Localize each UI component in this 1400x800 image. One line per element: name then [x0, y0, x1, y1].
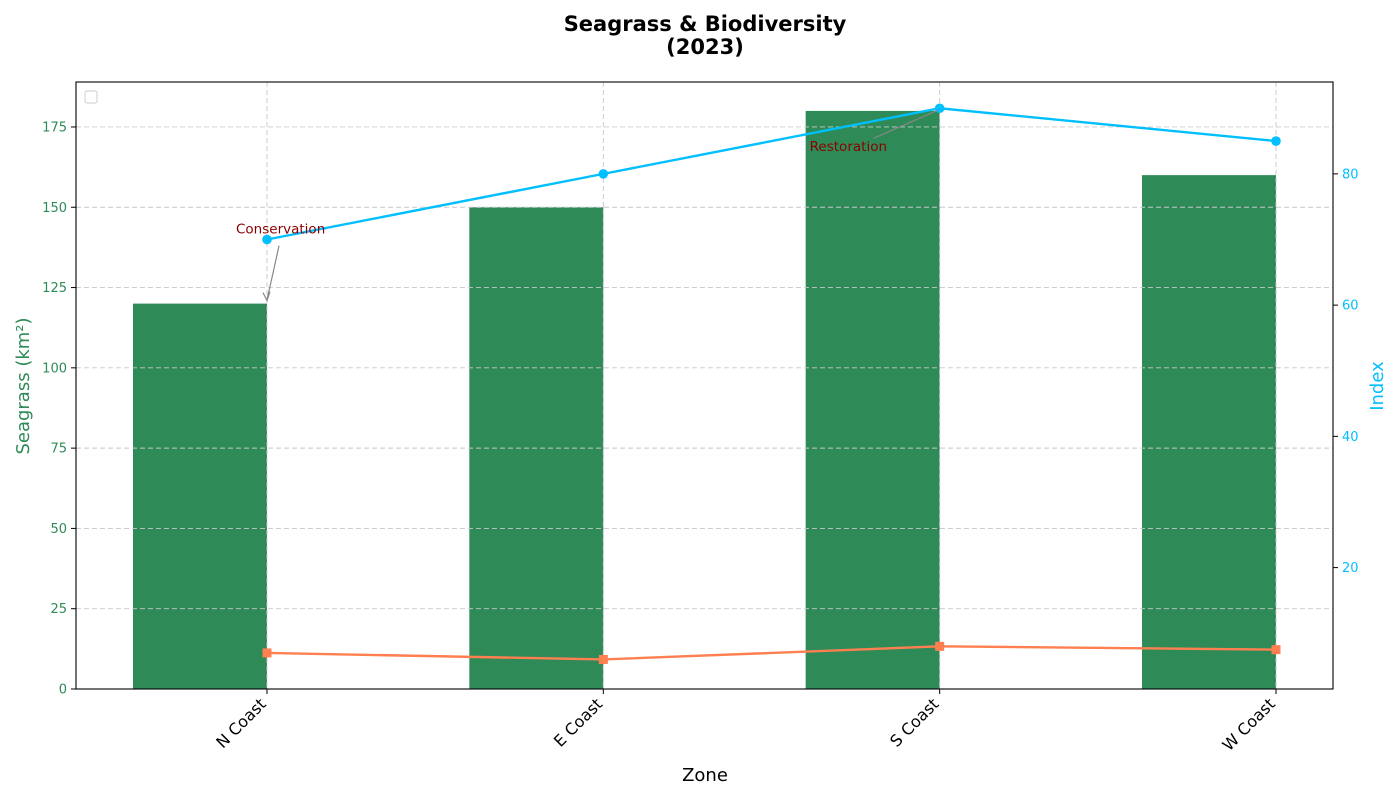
point-1-s-coast — [934, 103, 945, 114]
y-axis-label-left: Seagrass (km²) — [13, 317, 34, 454]
x-axis-label: Zone — [682, 765, 728, 786]
tick-label-left: 175 — [42, 120, 67, 135]
point-2-s-coast — [935, 641, 945, 651]
point-2-n-coast — [262, 648, 272, 658]
point-2-e-coast — [598, 654, 608, 664]
point-2-w-coast — [1271, 645, 1281, 655]
tick-label-left: 0 — [59, 683, 67, 698]
tick-label-left: 75 — [50, 442, 67, 457]
chart-text: Seagrass & Biodiversity (2023) Zone Seag… — [13, 12, 1388, 786]
tick-label-right: 40 — [1342, 430, 1359, 445]
tick-label-right: 60 — [1342, 299, 1359, 314]
tick-label-x: W Coast — [1219, 694, 1279, 754]
tick-label-left: 150 — [42, 201, 67, 216]
point-1-e-coast — [598, 169, 609, 179]
annotation-conservation: Conservation — [236, 222, 325, 238]
legend-box — [84, 90, 98, 104]
bar-s-coast — [805, 110, 940, 689]
grid — [76, 82, 1333, 689]
line-series-2 — [266, 645, 1277, 661]
point-1-w-coast — [1271, 136, 1281, 146]
tick-label-right: 80 — [1342, 167, 1359, 182]
tick-label-right: 20 — [1342, 561, 1359, 576]
y-axis-label-right: Index — [1367, 361, 1388, 411]
tick-label-left: 25 — [50, 602, 67, 617]
tick-label-x: N Coast — [212, 694, 270, 752]
line-series — [262, 103, 1281, 664]
bar-series — [133, 110, 1276, 689]
annotations: Conservation Restoration — [236, 109, 938, 303]
line-series-1 — [266, 107, 1277, 241]
annotation-arrowhead-conservation — [262, 291, 271, 303]
tick-label-left: 125 — [42, 281, 67, 296]
bar-w-coast — [1142, 175, 1276, 689]
tick-label-left: 100 — [42, 361, 67, 376]
annotation-arrow-restoration — [873, 109, 938, 139]
annotation-restoration: Restoration — [810, 139, 887, 155]
bar-n-coast — [133, 303, 267, 689]
tick-label-left: 50 — [50, 522, 67, 537]
chart-title-year: (2023) — [666, 35, 744, 59]
chart-title: Seagrass & Biodiversity — [564, 12, 847, 36]
plot-frame — [75, 81, 1334, 690]
tick-label-x: E Coast — [550, 694, 606, 750]
point-1-n-coast — [262, 234, 272, 245]
tick-label-x: S Coast — [886, 694, 942, 750]
annotation-arrow-conservation — [266, 245, 280, 300]
